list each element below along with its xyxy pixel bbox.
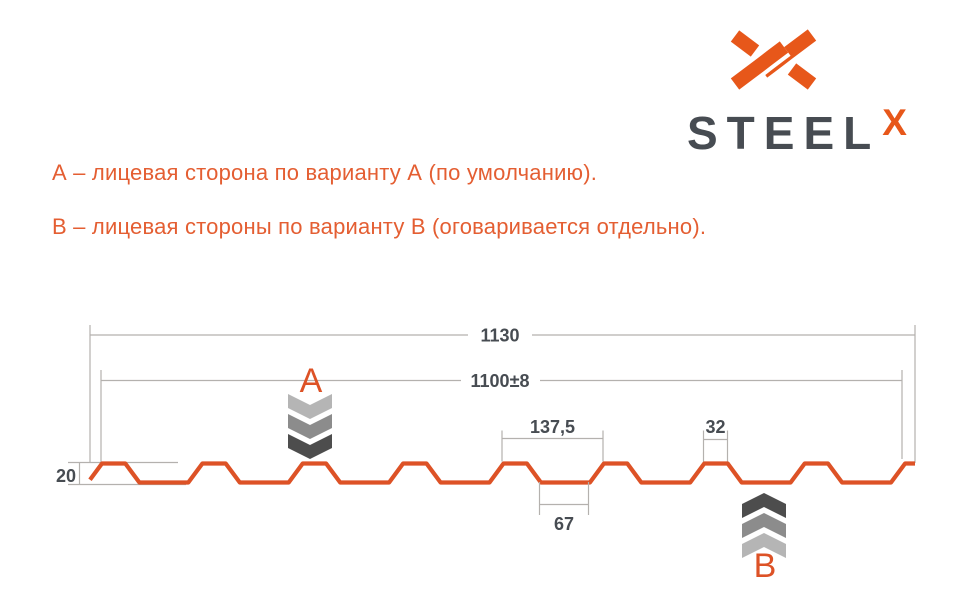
steelx-x-icon (728, 28, 819, 92)
side-a-label: A (300, 362, 323, 400)
dim-1130-label: 1130 (480, 326, 519, 346)
dim-137-label: 137,5 (530, 417, 575, 437)
x-hook-sw (730, 41, 789, 90)
note-variant-b: В – лицевая стороны по варианту В (огова… (52, 214, 707, 239)
chevron-a-2 (288, 414, 332, 439)
logo-wordmark: STEELX (687, 102, 907, 160)
chevron-b-1 (742, 493, 786, 518)
chevron-down-icon (288, 394, 332, 459)
logo: STEELX (685, 26, 920, 159)
chevron-b-3 (742, 533, 786, 558)
side-b-label: B (754, 547, 777, 585)
dim-1100-label: 1100±8 (471, 371, 530, 391)
logo-text-steel: STEEL (687, 107, 881, 159)
logo-text-x: X (882, 102, 907, 143)
dim-67-label: 67 (554, 514, 574, 534)
note-variant-a: А – лицевая сторона по варианту А (по ум… (52, 160, 598, 185)
chevron-a-1 (288, 394, 332, 419)
sheet-profile-line (88, 461, 915, 485)
x-arm-se (787, 63, 817, 90)
chevron-a-3 (288, 434, 332, 459)
chevron-b-2 (742, 513, 786, 538)
x-arm-nw (730, 30, 760, 57)
chevron-up-icon (742, 493, 786, 558)
dim-20-label: 20 (56, 466, 76, 486)
dim-32-label: 32 (705, 417, 725, 437)
